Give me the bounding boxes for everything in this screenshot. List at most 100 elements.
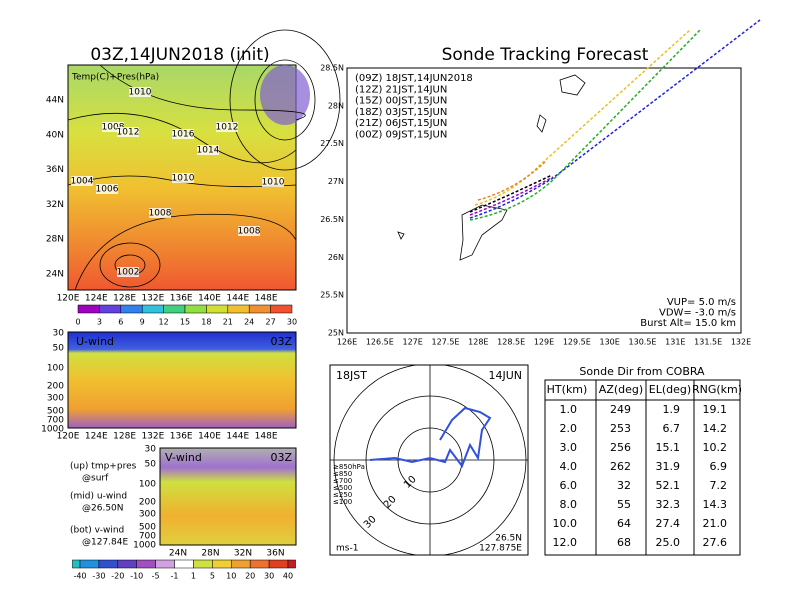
colorbar-label: 0 — [75, 318, 80, 327]
lon-label: 126E — [337, 338, 357, 347]
table-cell: 6.7 — [663, 422, 681, 435]
colorbar-label: -30 — [92, 572, 105, 581]
lon-label: 132E — [141, 294, 164, 304]
colorbar-label: 9 — [140, 318, 145, 327]
colorbar-label: -40 — [73, 572, 86, 581]
colorbar-label: 20 — [245, 572, 255, 581]
table-frame — [544, 379, 741, 556]
colorbar-swatch — [174, 559, 194, 569]
trajectory — [474, 29, 691, 206]
note: @surf — [82, 474, 109, 484]
colorbar-label: 30 — [287, 318, 297, 327]
table-cell: 262 — [610, 460, 631, 473]
colorbar-label: 15 — [180, 318, 190, 327]
lon-label: 124E — [85, 294, 108, 304]
table-cell: 52.1 — [656, 479, 681, 492]
lon-label: 124E — [85, 432, 108, 442]
table-cell: 32 — [617, 479, 631, 492]
table-cell: 19.1 — [703, 403, 728, 416]
legend-entry: (09Z) 18JST,14JUN2018 — [355, 73, 473, 84]
panel-time: 03Z — [270, 335, 292, 348]
hodo-time: 18JST — [336, 369, 367, 382]
level-label: 50 — [53, 344, 65, 354]
lat-label: 32N — [234, 549, 252, 559]
label-bg — [238, 226, 260, 236]
colorbar-swatch — [120, 304, 143, 314]
isobars — [67, 29, 341, 291]
table-cell: 4.0 — [560, 460, 578, 473]
lon-label: 126.5E — [366, 338, 394, 347]
colorbar-label: 27 — [266, 318, 276, 327]
hodo-legend: ≤850 — [333, 470, 352, 478]
panel-title: V-wind — [165, 451, 202, 464]
contour-label: 1010 — [172, 174, 195, 184]
level-label: 200 — [139, 498, 156, 508]
lon-label: 128.5E — [497, 338, 525, 347]
level-label: 500 — [47, 407, 64, 417]
map-label: Temp(C)+Pres(hPa) — [71, 73, 159, 83]
legend-entry: (15Z) 00JST,15JUN — [355, 96, 447, 107]
hodo-legend: ≤250 — [333, 491, 352, 499]
colorbar-swatch — [155, 559, 175, 569]
table-cell: 253 — [610, 422, 631, 435]
level-label: 200 — [47, 382, 64, 392]
table-cell: 68 — [617, 536, 631, 549]
lon-label: 127.5E — [432, 338, 460, 347]
colorbar-swatch — [163, 304, 186, 314]
tracking-map — [346, 67, 742, 334]
colorbar-swatch — [72, 559, 81, 569]
contour-label: 1008 — [149, 209, 172, 219]
trajectory — [469, 174, 553, 213]
table-cell: 55 — [617, 498, 631, 511]
table-cell: 21.0 — [703, 517, 728, 530]
colorbar-label: 1 — [191, 572, 196, 581]
lon-label: 136E — [170, 294, 193, 304]
lat-label: 26N — [328, 253, 344, 262]
lon-label: 130E — [600, 338, 620, 347]
lat-label: 26.5N — [320, 215, 344, 224]
label-bg — [129, 87, 151, 97]
level-label: 1000 — [133, 541, 156, 551]
level-label: 300 — [47, 394, 64, 404]
lon-label: 148E — [255, 294, 278, 304]
table-cell: 256 — [610, 441, 631, 454]
rings — [330, 365, 528, 555]
colorbar-swatch — [206, 304, 229, 314]
table-cell: 10.2 — [703, 441, 728, 454]
colorbar-swatch — [99, 304, 122, 314]
label-bg — [262, 177, 284, 187]
contour-label: 1010 — [129, 88, 152, 98]
contour-label: 1012 — [117, 128, 140, 138]
label-bg — [117, 267, 139, 277]
table-cell: 64 — [617, 517, 631, 530]
label-bg — [149, 208, 171, 218]
colorbar-swatch — [117, 559, 137, 569]
colorbar-swatch — [249, 559, 270, 569]
note: (mid) u-wind — [70, 492, 127, 502]
hodo-legend: ≤100 — [333, 498, 352, 506]
level-label: 30 — [145, 445, 157, 455]
note: @127.84E — [82, 538, 128, 548]
table-cell: 32.3 — [656, 498, 681, 511]
level-label: 700 — [139, 532, 156, 542]
legend-entry: (18Z) 03JST,15JUN — [355, 107, 447, 118]
lat-label: 27N — [328, 177, 344, 186]
level-label: 500 — [139, 523, 156, 533]
hodo-unit: ms-1 — [336, 544, 358, 554]
lon-label: 128E — [468, 338, 488, 347]
table-header: AZ(deg) — [599, 383, 643, 396]
colorbar-swatch — [270, 304, 293, 314]
level-label: 700 — [47, 416, 64, 426]
lon-label: 128E — [113, 432, 136, 442]
table-cell: 1.9 — [663, 403, 681, 416]
tracking-title: Sonde Tracking Forecast — [442, 45, 649, 65]
lon-label: 140E — [198, 432, 221, 442]
param: VDW= -3.0 m/s — [659, 308, 736, 319]
label-bg — [96, 184, 118, 194]
hodo-legend: ≥850hPa — [333, 463, 365, 471]
table-cell: 15.1 — [656, 441, 681, 454]
lat-label: 28N — [328, 101, 344, 110]
table-cell: 12.0 — [553, 536, 578, 549]
lat-label: 28.5N — [320, 64, 344, 73]
